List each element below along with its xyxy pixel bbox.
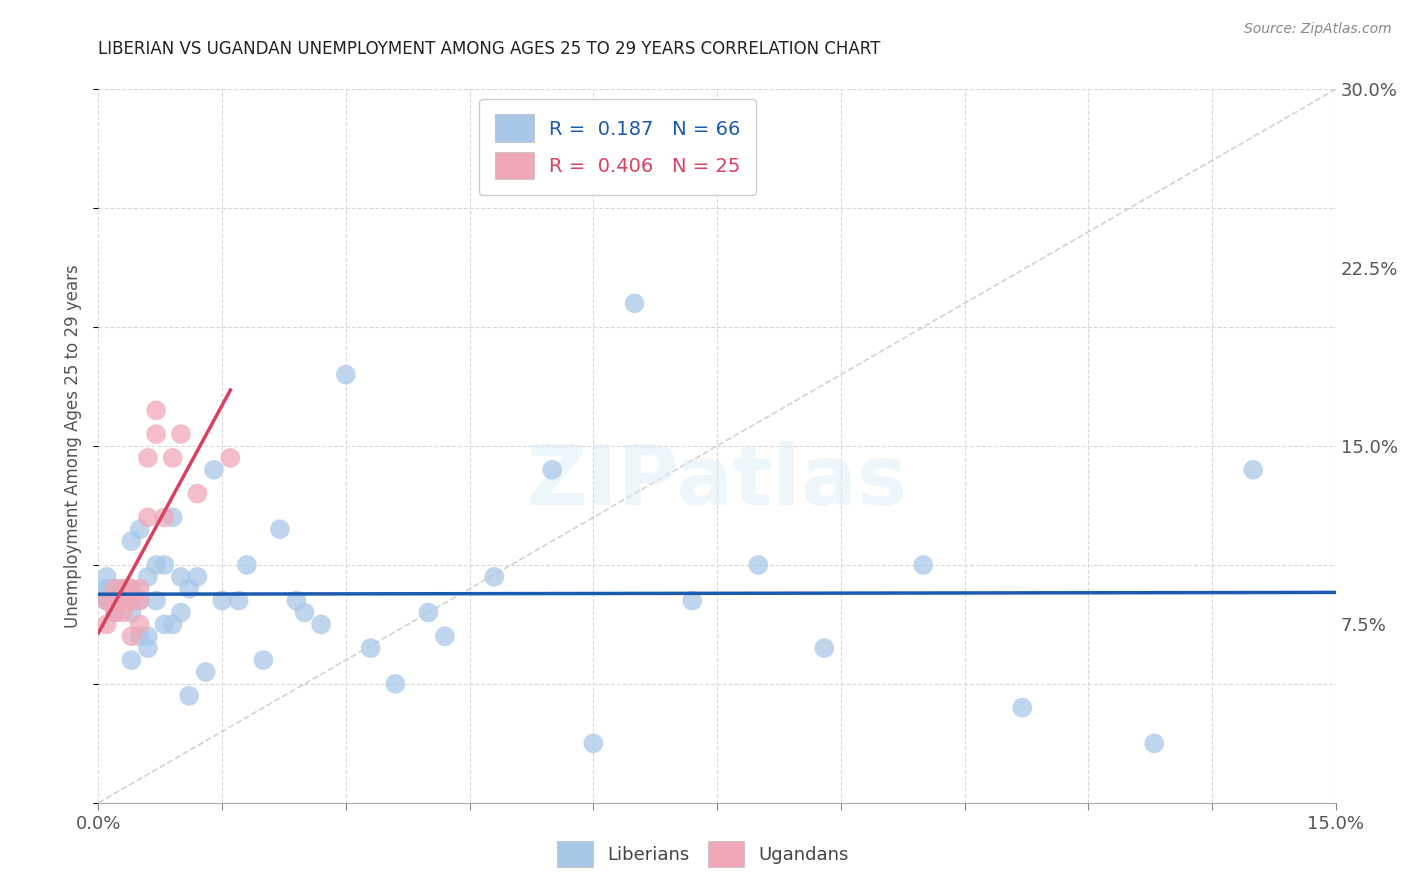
Legend: Liberians, Ugandans: Liberians, Ugandans	[550, 834, 856, 874]
Point	[120, 593, 142, 607]
Point	[582, 736, 605, 750]
Text: Source: ZipAtlas.com: Source: ZipAtlas.com	[1244, 22, 1392, 37]
Point	[112, 582, 135, 596]
Point	[128, 629, 150, 643]
Point	[104, 582, 127, 596]
Point	[112, 593, 135, 607]
Point	[360, 641, 382, 656]
Point	[96, 582, 118, 596]
Point	[104, 593, 127, 607]
Point	[96, 593, 118, 607]
Point	[153, 558, 176, 572]
Point	[112, 582, 135, 596]
Point	[202, 463, 225, 477]
Point	[186, 570, 208, 584]
Point	[120, 534, 142, 549]
Point	[104, 606, 127, 620]
Point	[145, 403, 167, 417]
Point	[104, 582, 127, 596]
Point	[104, 593, 127, 607]
Point	[104, 593, 127, 607]
Point	[228, 593, 250, 607]
Point	[309, 617, 332, 632]
Point	[170, 606, 193, 620]
Y-axis label: Unemployment Among Ages 25 to 29 years: Unemployment Among Ages 25 to 29 years	[65, 264, 83, 628]
Point	[112, 593, 135, 607]
Point	[112, 593, 135, 607]
Point	[128, 582, 150, 596]
Point	[96, 582, 118, 596]
Text: LIBERIAN VS UGANDAN UNEMPLOYMENT AMONG AGES 25 TO 29 YEARS CORRELATION CHART: LIBERIAN VS UGANDAN UNEMPLOYMENT AMONG A…	[98, 40, 880, 58]
Point	[170, 570, 193, 584]
Point	[120, 582, 142, 596]
Point	[335, 368, 357, 382]
Point	[294, 606, 316, 620]
Point	[120, 582, 142, 596]
Point	[104, 606, 127, 620]
Point	[96, 593, 118, 607]
Point	[179, 582, 201, 596]
Point	[120, 653, 142, 667]
Point	[179, 689, 201, 703]
Point	[120, 629, 142, 643]
Point	[112, 593, 135, 607]
Point	[153, 617, 176, 632]
Point	[162, 617, 184, 632]
Point	[162, 450, 184, 465]
Point	[681, 593, 703, 607]
Point	[136, 641, 159, 656]
Point	[120, 606, 142, 620]
Point	[219, 450, 242, 465]
Point	[236, 558, 259, 572]
Point	[484, 570, 506, 584]
Point	[433, 629, 456, 643]
Point	[128, 593, 150, 607]
Point	[747, 558, 769, 572]
Point	[112, 582, 135, 596]
Legend: R =  0.187   N = 66, R =  0.406   N = 25: R = 0.187 N = 66, R = 0.406 N = 25	[479, 99, 756, 194]
Point	[104, 606, 127, 620]
Point	[1143, 736, 1166, 750]
Point	[285, 593, 308, 607]
Point	[252, 653, 274, 667]
Point	[96, 570, 118, 584]
Point	[269, 522, 291, 536]
Text: ZIPatlas: ZIPatlas	[527, 442, 907, 522]
Point	[170, 427, 193, 442]
Point	[145, 427, 167, 442]
Point	[112, 606, 135, 620]
Point	[104, 593, 127, 607]
Point	[1241, 463, 1264, 477]
Point	[128, 593, 150, 607]
Point	[153, 510, 176, 524]
Point	[136, 629, 159, 643]
Point	[211, 593, 233, 607]
Point	[96, 617, 118, 632]
Point	[541, 463, 564, 477]
Point	[418, 606, 440, 620]
Point	[96, 593, 118, 607]
Point	[104, 593, 127, 607]
Point	[112, 593, 135, 607]
Point	[1011, 700, 1033, 714]
Point	[120, 593, 142, 607]
Point	[128, 617, 150, 632]
Point	[162, 510, 184, 524]
Point	[112, 593, 135, 607]
Point	[145, 558, 167, 572]
Point	[136, 510, 159, 524]
Point	[136, 570, 159, 584]
Point	[186, 486, 208, 500]
Point	[136, 450, 159, 465]
Point	[384, 677, 406, 691]
Point	[145, 593, 167, 607]
Point	[912, 558, 935, 572]
Point	[128, 522, 150, 536]
Point	[623, 296, 645, 310]
Point	[194, 665, 217, 679]
Point	[813, 641, 835, 656]
Point	[104, 582, 127, 596]
